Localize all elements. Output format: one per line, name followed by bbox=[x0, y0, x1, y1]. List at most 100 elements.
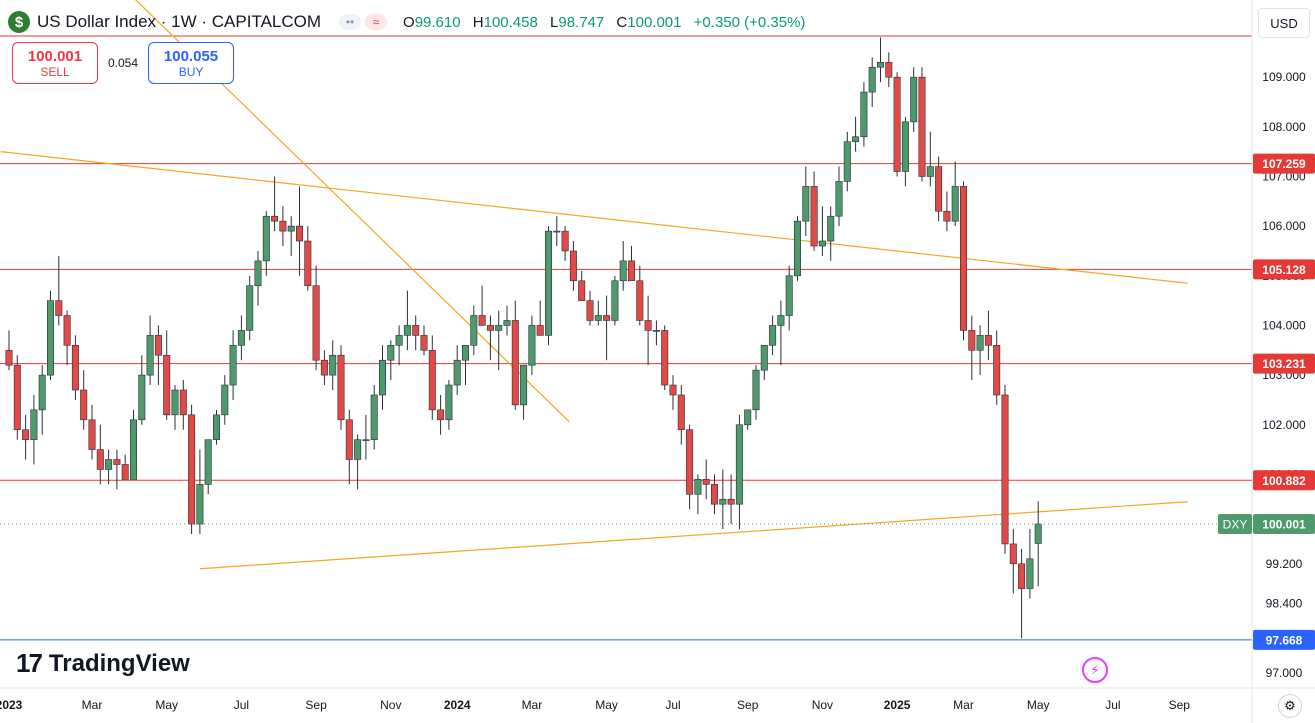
indicator-wave-icon[interactable]: ≈ bbox=[365, 14, 388, 30]
candle-body bbox=[702, 479, 710, 485]
candle-body bbox=[13, 364, 21, 431]
candle bbox=[420, 325, 428, 356]
candle bbox=[154, 325, 162, 386]
candle bbox=[295, 186, 303, 276]
candle-body bbox=[578, 280, 586, 301]
candle bbox=[121, 454, 129, 480]
candle-body bbox=[55, 300, 63, 316]
x-tick-label: 2023 bbox=[0, 698, 23, 712]
candle-body bbox=[229, 345, 237, 386]
candle-body bbox=[138, 374, 146, 421]
candle bbox=[63, 310, 71, 366]
candle-body bbox=[544, 230, 552, 336]
candle bbox=[835, 166, 843, 227]
candle-body bbox=[461, 345, 469, 361]
candle-body bbox=[827, 215, 835, 242]
candle bbox=[1018, 548, 1026, 639]
symbol-tag: DXY bbox=[1223, 518, 1248, 532]
candle-body bbox=[503, 320, 511, 326]
candle bbox=[710, 474, 718, 515]
watermark-text: TradingView bbox=[48, 649, 190, 677]
candle bbox=[88, 404, 96, 460]
candle-body bbox=[437, 409, 445, 421]
candle bbox=[378, 345, 386, 410]
candle bbox=[901, 116, 909, 187]
gear-icon[interactable]: ⚙ bbox=[1278, 694, 1302, 718]
candle-body bbox=[802, 186, 810, 222]
candle-body bbox=[130, 419, 138, 480]
sell-button[interactable]: 100.001 SELL bbox=[12, 42, 98, 84]
candle bbox=[254, 250, 262, 306]
candle-body bbox=[619, 260, 627, 282]
level-price-tag-bg bbox=[1253, 153, 1315, 174]
candle-body bbox=[760, 345, 768, 371]
candle bbox=[885, 52, 893, 88]
candle-body bbox=[188, 414, 196, 525]
candle bbox=[213, 409, 221, 445]
candle-body bbox=[378, 359, 386, 396]
candle bbox=[719, 469, 727, 530]
candle-body bbox=[785, 275, 793, 316]
candle bbox=[237, 315, 245, 361]
candle bbox=[287, 216, 295, 256]
candle-body bbox=[777, 315, 785, 326]
candle-body bbox=[644, 320, 652, 331]
candle bbox=[744, 409, 752, 430]
candle bbox=[478, 285, 486, 326]
candle-body bbox=[943, 210, 951, 222]
candle-body bbox=[810, 186, 818, 247]
candle bbox=[412, 315, 420, 351]
more-options-icon[interactable]: •• bbox=[339, 14, 362, 30]
candle-body bbox=[80, 389, 88, 421]
candle-body bbox=[594, 315, 602, 321]
tradingview-watermark[interactable]: 17 TradingView bbox=[16, 648, 190, 679]
trendline bbox=[199, 501, 1188, 570]
candle bbox=[976, 325, 984, 376]
candle bbox=[105, 449, 113, 485]
current-price-tag-bg bbox=[1253, 514, 1315, 535]
symbol-title[interactable]: US Dollar Index · 1W · CAPITALCOM bbox=[37, 12, 322, 31]
candle-body bbox=[445, 384, 453, 421]
candle bbox=[511, 300, 519, 410]
candle-body bbox=[312, 285, 320, 361]
candle-body bbox=[63, 315, 71, 346]
x-tick-label: May bbox=[1027, 698, 1050, 712]
candle-body bbox=[221, 384, 229, 416]
candle-body bbox=[271, 215, 279, 222]
candle-body bbox=[71, 345, 79, 391]
candle-body bbox=[835, 181, 843, 217]
candle bbox=[943, 191, 951, 232]
lightning-icon[interactable]: ⚡ bbox=[1082, 657, 1108, 683]
candle bbox=[852, 116, 860, 152]
candle-body bbox=[968, 330, 976, 351]
candle-body bbox=[22, 429, 30, 440]
candle bbox=[760, 345, 768, 381]
candle-body bbox=[38, 374, 46, 411]
x-tick-label: Sep bbox=[737, 698, 759, 712]
y-tick-label: 102.000 bbox=[1262, 418, 1306, 432]
level-price-tag: 107.259 bbox=[1262, 157, 1306, 171]
currency-button[interactable]: USD bbox=[1258, 8, 1310, 38]
buy-button[interactable]: 100.055 BUY bbox=[148, 42, 235, 84]
candle bbox=[984, 310, 992, 361]
candle bbox=[179, 380, 187, 430]
candle bbox=[603, 295, 611, 361]
x-tick-label: May bbox=[155, 698, 178, 712]
candle-body bbox=[511, 320, 519, 406]
candle-body bbox=[993, 345, 1001, 396]
candle-body bbox=[96, 449, 104, 470]
candle-body bbox=[669, 384, 677, 396]
candle bbox=[387, 340, 395, 381]
candle-body bbox=[959, 186, 967, 331]
candle bbox=[959, 181, 967, 341]
candle bbox=[453, 345, 461, 395]
tradingview-logo-icon: 17 bbox=[16, 648, 43, 678]
candle-body bbox=[246, 285, 254, 331]
candle-body bbox=[652, 330, 660, 332]
candle-body bbox=[329, 354, 337, 376]
candle bbox=[470, 305, 478, 356]
candle-body bbox=[661, 330, 669, 386]
candle bbox=[1009, 529, 1017, 594]
candle-body bbox=[320, 359, 328, 376]
